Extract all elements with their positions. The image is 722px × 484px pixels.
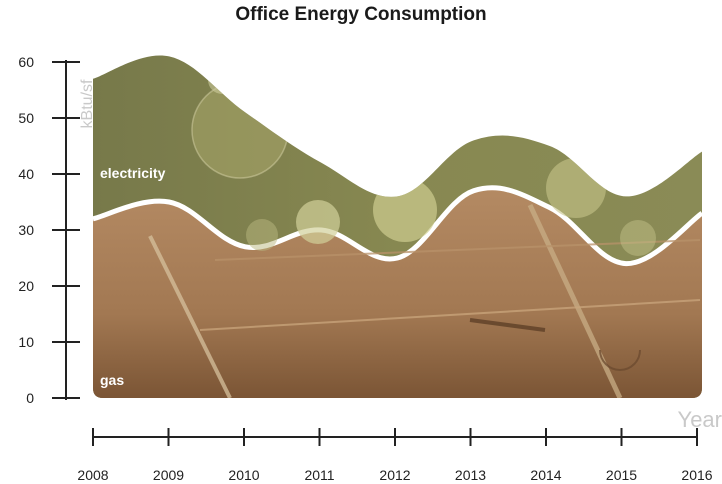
x-tick-label: 2010 [228,467,259,483]
chart-title: Office Energy Consumption [235,4,487,25]
y-axis-title: kBtu/sf [79,79,96,128]
x-tick-label: 2014 [530,467,561,483]
bokeh-decoration [373,178,437,242]
pipe-decoration [214,239,701,261]
area-gas [93,187,702,398]
x-tick-label: 2013 [455,467,486,483]
series-separator-line [92,185,704,267]
x-tick-label: 2009 [153,467,184,483]
axes: 0 10 20 30 40 50 60 2008 2009 2010 2011 2012 2013 201… [18,54,722,483]
y-tick-label: 50 [18,110,34,126]
pipe-decoration [199,299,701,331]
pipe-decoration [469,318,546,332]
series-label-gas: gas [100,372,124,388]
y-tick-label: 10 [18,334,34,350]
x-tick-label: 2012 [379,467,410,483]
bokeh-decoration [620,220,656,256]
pipe-decoration [599,349,641,371]
y-tick-label: 40 [18,166,34,182]
x-tick-label: 2011 [304,467,334,483]
y-tick-label: 60 [18,54,34,70]
bokeh-decoration [546,158,606,218]
pipe-decoration [148,235,232,398]
series-label-electricity: electricity [100,165,166,181]
pipe-decoration [527,203,623,398]
bokeh-decoration [296,200,340,244]
y-tick-label: 30 [18,222,34,238]
pipes-decoration [148,203,701,398]
y-tick-label: 20 [18,278,34,294]
x-tick-label: 2008 [77,467,108,483]
x-axis-title: Year [678,407,722,432]
x-tick-label: 2015 [606,467,637,483]
x-tick-label: 2016 [681,467,712,483]
y-tick-label: 0 [26,390,34,406]
bokeh-decoration [208,66,236,94]
bokeh-decoration [246,219,278,251]
series-labels: electricity gas [100,165,166,388]
